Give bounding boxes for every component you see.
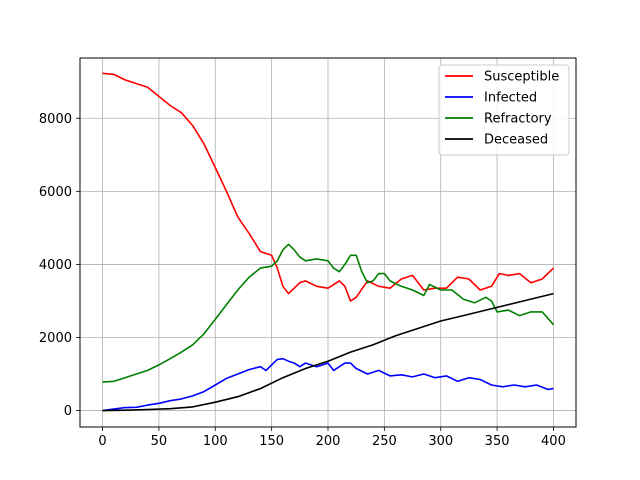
x-tick-label: 50 xyxy=(151,434,168,449)
y-tick-label: 6000 xyxy=(39,185,72,200)
y-tick-label: 0 xyxy=(64,404,72,419)
legend-label: Susceptible xyxy=(484,70,559,85)
y-tick-label: 4000 xyxy=(39,258,72,273)
x-axis: 0 50 100 150 200 250 300 350 400 xyxy=(98,427,566,449)
x-tick-label: 150 xyxy=(259,434,284,449)
series-line-infected xyxy=(102,357,554,412)
legend-box xyxy=(438,64,570,156)
y-tick-label: 8000 xyxy=(39,112,72,127)
x-tick-label: 100 xyxy=(203,434,228,449)
series-line-deceased xyxy=(102,292,554,412)
series-line-refractory xyxy=(102,243,555,383)
y-axis: 0 2000 4000 6000 8000 xyxy=(39,112,80,419)
legend-label: Deceased xyxy=(484,133,548,148)
x-tick-label: 400 xyxy=(541,434,566,449)
x-tick-label: 350 xyxy=(485,434,510,449)
legend: Susceptible Infected Refractory Deceased xyxy=(438,64,570,156)
series-line-susceptible xyxy=(102,72,555,302)
y-tick-label: 2000 xyxy=(39,331,72,346)
x-tick-label: 0 xyxy=(98,434,106,449)
x-tick-label: 200 xyxy=(316,434,341,449)
x-tick-label: 300 xyxy=(428,434,453,449)
legend-label: Refractory xyxy=(484,112,552,127)
series-lines xyxy=(102,72,555,412)
x-tick-label: 250 xyxy=(372,434,397,449)
legend-label: Infected xyxy=(484,91,537,106)
